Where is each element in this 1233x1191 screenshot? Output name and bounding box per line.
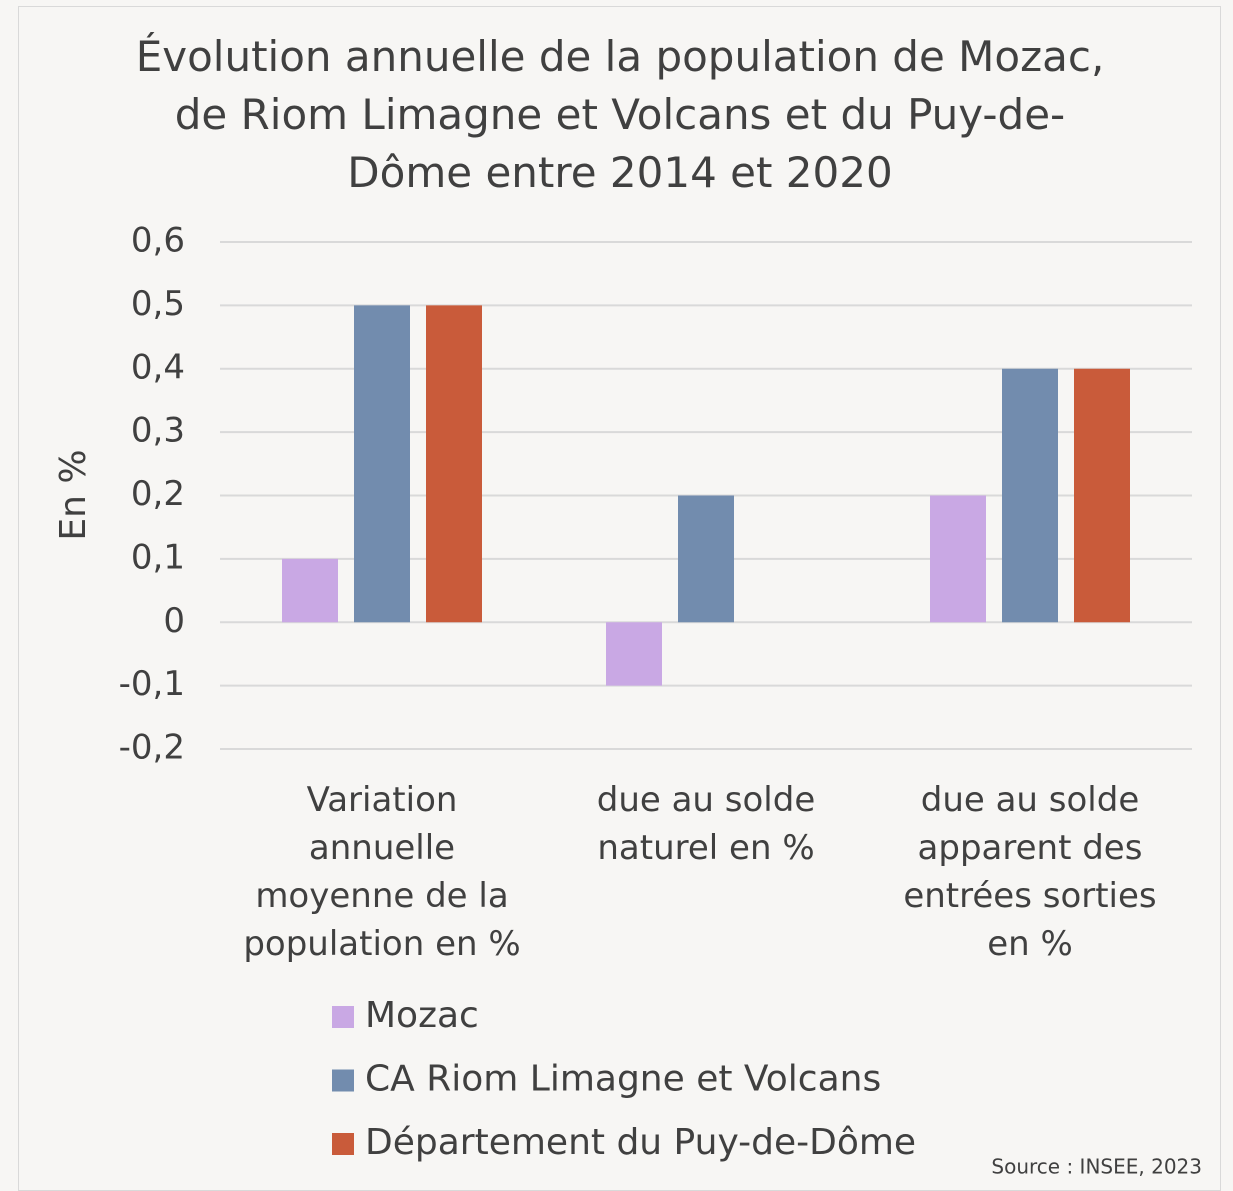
- y-tick-label: 0: [163, 601, 185, 641]
- bar: [930, 495, 986, 623]
- bar: [282, 558, 338, 623]
- legend-swatch: [332, 1006, 354, 1028]
- source: Source : INSEE, 2023: [991, 1155, 1202, 1179]
- y-tick-label: 0,3: [131, 411, 185, 451]
- y-tick-label: -0,2: [119, 728, 185, 768]
- y-tick-label: 0,2: [131, 474, 185, 514]
- legend-swatch: [332, 1069, 354, 1092]
- bar: [354, 305, 410, 623]
- y-tick-label: 0,5: [131, 284, 185, 324]
- legend-label: Mozac: [365, 995, 479, 1036]
- y-tick-label: 0,6: [131, 221, 185, 261]
- bar: [426, 305, 482, 623]
- bar: [1074, 368, 1130, 623]
- y-tick-label: 0,4: [131, 347, 185, 387]
- legend-label: Département du Puy-de-Dôme: [365, 1122, 916, 1163]
- x-tick-label: due au solde naturel en %: [596, 780, 816, 868]
- bar: [606, 622, 662, 686]
- y-tick-label: 0,1: [131, 537, 185, 577]
- x-tick-label: due au solde apparent des entrées sortie…: [903, 780, 1157, 964]
- y-axis-label: En %: [53, 449, 94, 540]
- bar: [1002, 368, 1058, 623]
- y-tick-label: -0,1: [119, 664, 185, 704]
- chart-title: Évolution annuelle de la population de M…: [135, 32, 1105, 197]
- legend-label: CA Riom Limagne et Volcans: [365, 1059, 881, 1100]
- bar: [678, 495, 734, 623]
- legend-swatch: [332, 1133, 354, 1155]
- x-tick-label: Variation annuelle moyenne de la populat…: [243, 780, 521, 964]
